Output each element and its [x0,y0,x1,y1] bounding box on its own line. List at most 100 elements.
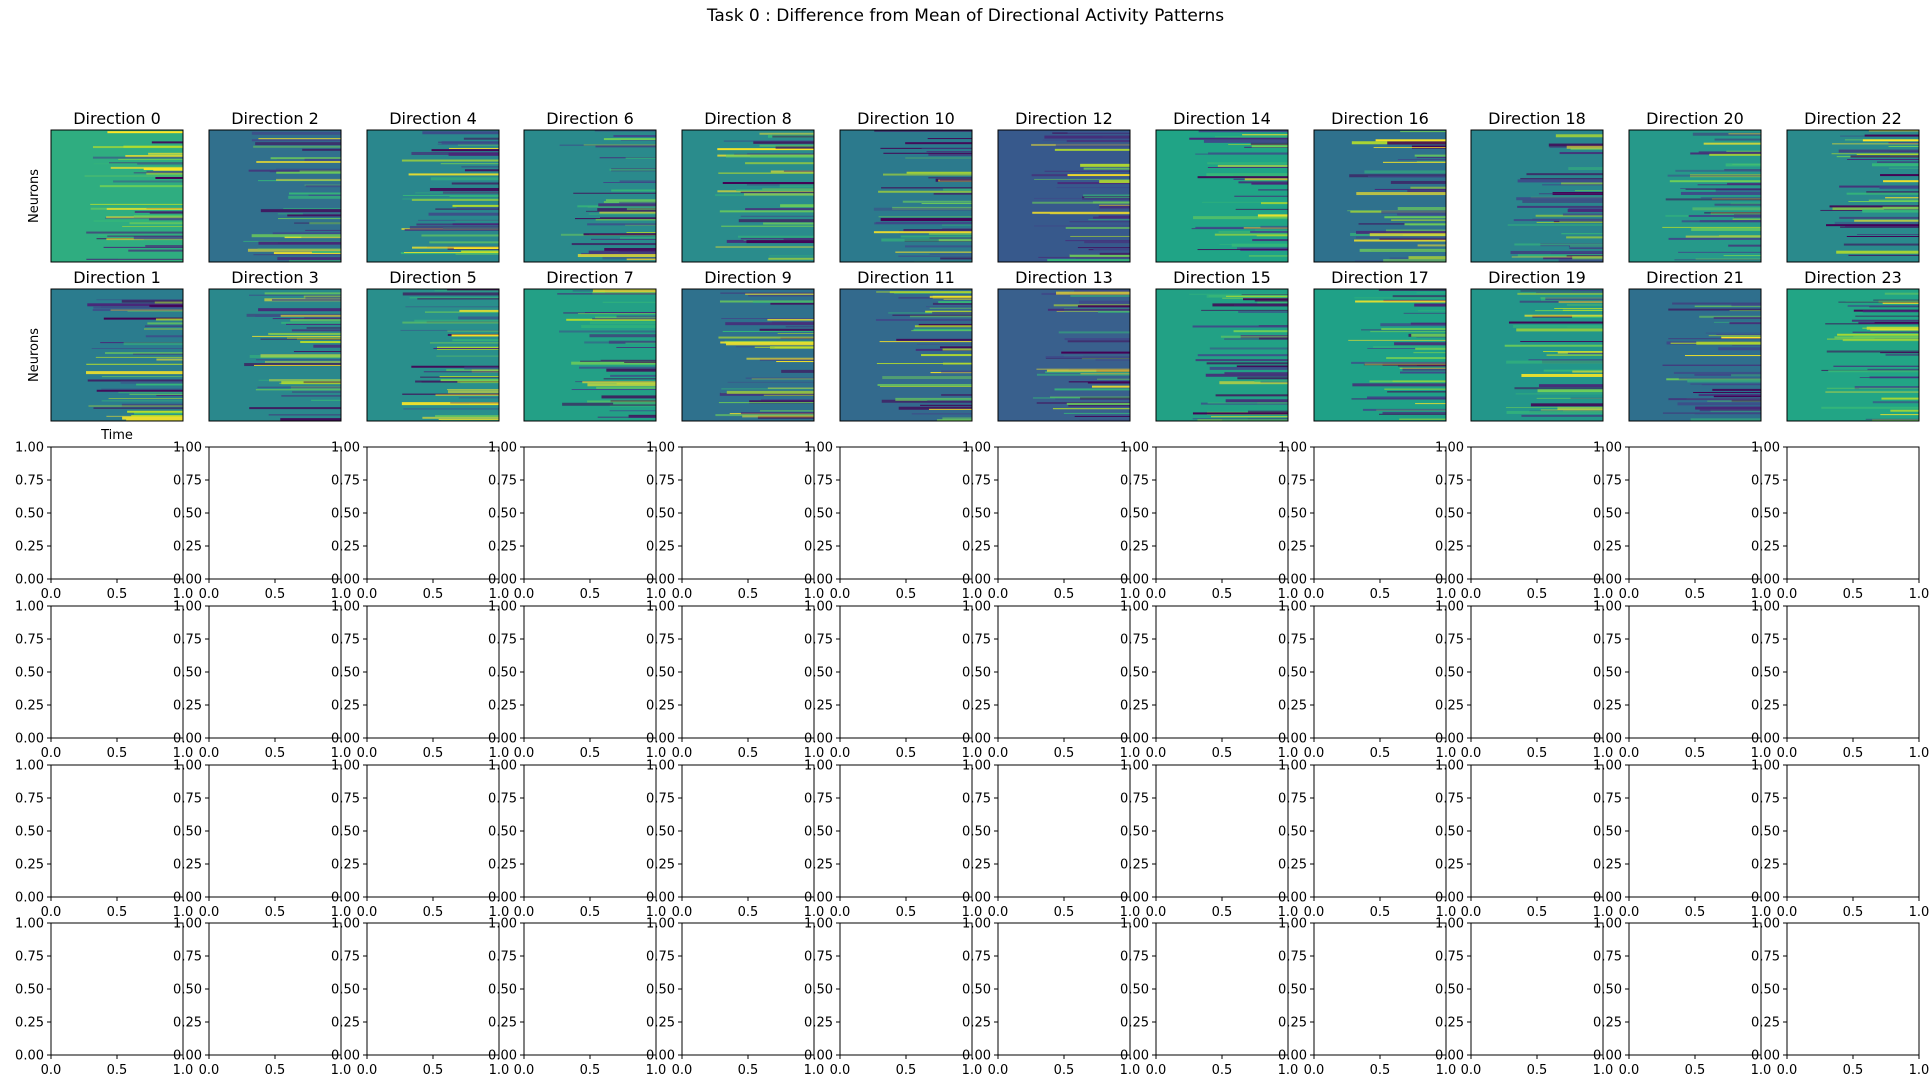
heatmap-streak [1399,367,1446,369]
heatmap-streak [293,351,341,353]
heatmap-streak [1099,180,1130,184]
heatmap-streak [1558,301,1603,304]
heatmap-streak [1868,199,1919,202]
heatmap-streak [715,194,814,197]
y-tick-label: 1.00 [331,441,360,456]
x-tick-label: 0.5 [896,587,917,602]
heatmap-streak [759,144,814,147]
heatmap-streak [1862,327,1919,329]
heatmap-streak [1868,130,1919,132]
heatmap-streak [414,319,499,322]
heatmap-streak [127,410,183,413]
heatmap-streak [1233,330,1288,333]
heatmap-streak [1888,167,1919,169]
heatmap-streak [1665,198,1761,201]
heatmap-streak [1728,244,1761,247]
x-tick-label: 1.0 [1593,1063,1614,1078]
heatmap-streak [424,311,499,313]
x-tick-label: 1.0 [646,587,667,602]
y-tick-label: 0.50 [804,666,833,681]
heatmap-streak [1562,213,1603,216]
heatmap-streak [1546,354,1603,356]
heatmap-streak [1193,216,1288,220]
x-tick-label: 1.0 [1436,587,1457,602]
heatmap-streak [592,291,656,295]
heatmap-streak [1192,412,1288,415]
heatmap-streak [1662,364,1761,366]
heatmap-streak [601,395,656,399]
panel-title: Direction 6 [546,109,634,128]
y-tick-label: 1.00 [1435,917,1464,932]
x-tick-label: 0.5 [580,905,601,920]
heatmap-streak [243,240,341,242]
heatmap-streak [726,390,814,394]
heatmap-streak [717,148,814,151]
y-tick-label: 1.00 [804,441,833,456]
heatmap-streak [1205,373,1288,377]
heatmap-background [682,289,814,421]
heatmap-streak [1058,331,1130,334]
x-tick-label: 0.0 [199,1063,220,1078]
heatmap-streak [1217,164,1288,167]
heatmap-streak [1404,223,1446,226]
panel-frame [1470,288,1604,422]
heatmap-streak [403,252,499,254]
heatmap-streak [1856,154,1919,156]
heatmap-streak [1707,400,1761,402]
y-tick-label: 0.50 [1593,825,1622,840]
axes-frame [681,605,815,739]
heatmap-streak [1374,188,1446,190]
heatmap-streak [1209,366,1288,370]
y-tick-label: 0.50 [15,507,44,522]
heatmap-streak [581,325,656,329]
heatmap-streak [87,379,183,382]
heatmap-streak [264,361,341,363]
y-tick-label: 0.75 [1751,474,1780,489]
heatmap-streak [726,343,814,346]
heatmap-streak [1358,223,1446,225]
heatmap-streak [447,330,499,332]
y-tick-label: 1.00 [646,917,675,932]
heatmap-streak [1871,163,1919,167]
heatmap-streak [1382,161,1446,163]
heatmap-streak [1673,371,1761,374]
x-tick-label: 1.0 [1436,905,1457,920]
y-tick-label: 1.00 [173,600,202,615]
heatmap-streak [1840,226,1919,228]
heatmap-streak [1832,207,1919,211]
y-tick-label: 0.00 [646,1049,675,1064]
heatmap-streak [420,376,499,378]
empty-axes-panel: 0.00 0.25 0.50 0.75 1.00 0.0 0.5 1.0 [646,441,824,603]
heatmap-streak [134,210,183,213]
heatmap-streak [1237,377,1288,380]
heatmap-streak [1251,145,1288,148]
x-tick-label: 0.0 [988,746,1009,761]
heatmap-streak [721,225,814,227]
heatmap-streak [1225,295,1288,297]
heatmap-streak [1202,201,1288,203]
heatmap-streak [1074,415,1130,417]
y-tick-label: 0.75 [488,792,517,807]
empty-axes-panel: 0.00 0.25 0.50 0.75 1.00 0.0 0.5 1.0 [1278,917,1456,1079]
heatmap-streak [1243,298,1288,301]
heatmap-streak [613,402,656,405]
heatmap-streak [1692,207,1761,211]
heatmap-streak [1521,414,1603,417]
x-tick-label: 1.0 [962,905,983,920]
heatmap-streak [1034,178,1130,180]
heatmap-streak [249,294,341,296]
heatmap-streak [1414,303,1446,307]
heatmap-streak [1725,163,1761,167]
heatmap-streak [571,243,656,246]
y-tick-label: 0.75 [1278,792,1307,807]
y-tick-label: 0.00 [1593,891,1622,906]
heatmap-streak [143,239,183,241]
panel-title: Direction 10 [857,109,955,128]
x-tick-label: 0.0 [1461,587,1482,602]
x-tick-label: 0.5 [1527,1063,1548,1078]
heatmap-streak [1356,230,1446,234]
heatmap-streak [151,141,183,144]
heatmap-streak [257,386,341,388]
heatmap-streak [720,292,814,294]
heatmap-streak [1685,235,1761,238]
